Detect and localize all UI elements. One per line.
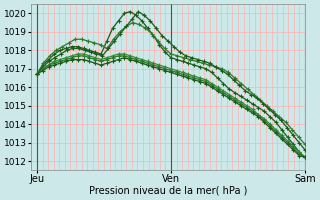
X-axis label: Pression niveau de la mer( hPa ): Pression niveau de la mer( hPa )	[89, 186, 247, 196]
